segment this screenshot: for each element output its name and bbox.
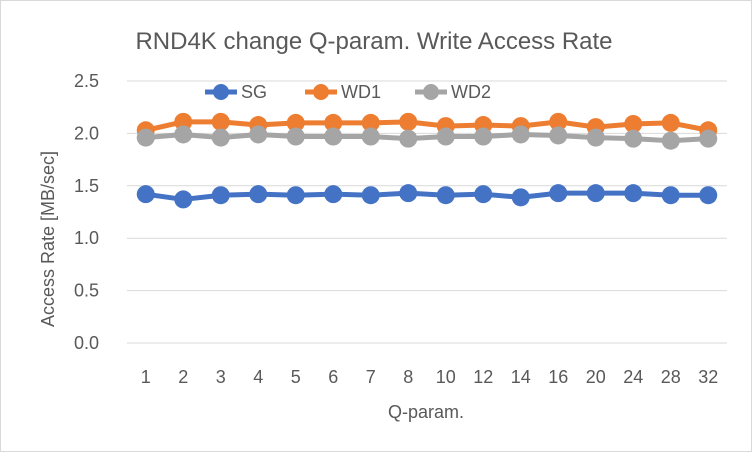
data-point <box>361 113 380 132</box>
x-tick-label: 5 <box>291 367 301 387</box>
x-tick-label: 32 <box>698 367 718 387</box>
y-axis-title: Access Rate [MB/sec] <box>38 151 58 327</box>
data-point <box>211 128 230 147</box>
legend-marker <box>423 84 439 100</box>
data-point <box>549 126 568 145</box>
x-tick-label: 2 <box>178 367 188 387</box>
data-point <box>136 185 155 204</box>
series-line <box>145 131 709 144</box>
data-point <box>624 114 643 133</box>
legend-item-sg: SG <box>205 82 267 102</box>
data-point <box>699 129 718 148</box>
legend-label: WD2 <box>451 82 491 102</box>
x-tick-label: 4 <box>253 367 263 387</box>
x-tick-label: 24 <box>623 367 643 387</box>
data-point <box>286 113 305 132</box>
data-point <box>399 112 418 131</box>
x-tick-label: 28 <box>661 367 681 387</box>
x-axis-title: Q-param. <box>388 402 464 422</box>
x-tick-label: 6 <box>328 367 338 387</box>
data-point <box>624 129 643 148</box>
data-point <box>474 127 493 146</box>
legend-label: WD1 <box>341 82 381 102</box>
data-point <box>511 188 530 207</box>
x-tick-label: 16 <box>548 367 568 387</box>
data-point <box>211 186 230 205</box>
series-wd2 <box>136 125 718 150</box>
x-tick-label: 10 <box>436 367 456 387</box>
data-point <box>174 125 193 144</box>
series-line <box>145 119 709 133</box>
data-point <box>174 190 193 209</box>
y-tick-label: 2.5 <box>74 71 99 91</box>
y-tick-label: 1.5 <box>74 176 99 196</box>
legend-item-wd2: WD2 <box>415 82 491 102</box>
data-point <box>586 128 605 147</box>
data-point <box>211 112 230 131</box>
data-point <box>549 112 568 131</box>
y-axis-ticks: 0.0 0.5 1.0 1.5 2.0 2.5 <box>74 71 99 353</box>
data-point <box>324 185 343 204</box>
x-tick-label: 14 <box>511 367 531 387</box>
data-point <box>361 186 380 205</box>
data-point <box>624 184 643 203</box>
data-point <box>286 186 305 205</box>
legend-item-wd1: WD1 <box>305 82 381 102</box>
data-point <box>661 113 680 132</box>
x-axis-ticks: 1 2 3 4 5 6 7 8 10 12 14 16 20 24 28 32 <box>141 367 719 387</box>
data-point <box>661 131 680 150</box>
chart-title: RND4K change Q-param. Write Access Rate <box>135 28 612 55</box>
data-point <box>549 184 568 203</box>
series-line <box>145 190 709 202</box>
legend: SG WD1 WD2 <box>205 82 491 102</box>
data-point <box>699 186 718 205</box>
y-tick-label: 0.5 <box>74 281 99 301</box>
y-tick-label: 2.0 <box>74 123 99 143</box>
data-point <box>661 186 680 205</box>
x-tick-label: 7 <box>366 367 376 387</box>
legend-marker <box>313 84 329 100</box>
x-tick-label: 12 <box>473 367 493 387</box>
legend-marker <box>213 84 229 100</box>
y-tick-label: 0.0 <box>74 333 99 353</box>
data-point <box>436 127 455 146</box>
data-point <box>474 185 493 204</box>
data-point <box>174 112 193 131</box>
data-point <box>361 127 380 146</box>
data-point <box>399 129 418 148</box>
data-point <box>249 185 268 204</box>
legend-label: SG <box>241 82 267 102</box>
data-point <box>324 127 343 146</box>
data-point <box>586 184 605 203</box>
data-point <box>286 127 305 146</box>
data-point <box>436 186 455 205</box>
data-point <box>399 184 418 203</box>
data-point <box>324 113 343 132</box>
x-tick-label: 8 <box>403 367 413 387</box>
x-tick-label: 3 <box>216 367 226 387</box>
data-point <box>136 128 155 147</box>
series-layer <box>136 112 718 209</box>
x-tick-label: 1 <box>141 367 151 387</box>
data-point <box>249 125 268 144</box>
x-tick-label: 20 <box>586 367 606 387</box>
data-point <box>511 125 530 144</box>
y-tick-label: 1.0 <box>74 228 99 248</box>
series-sg <box>136 184 718 209</box>
